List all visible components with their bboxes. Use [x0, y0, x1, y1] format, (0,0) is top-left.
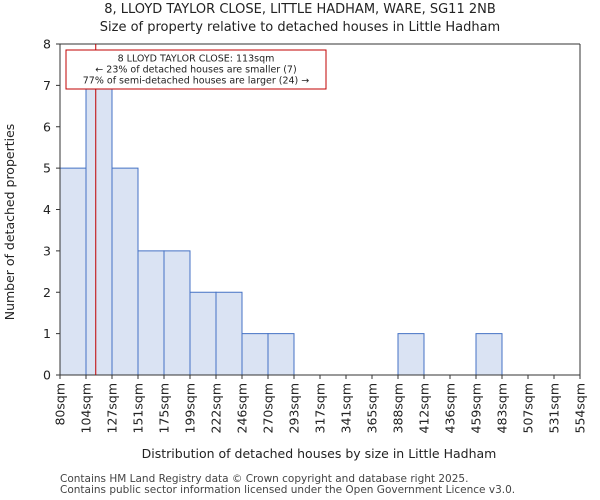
x-tick-label: 222sqm	[209, 383, 224, 433]
chart-subtitle: Size of property relative to detached ho…	[99, 20, 501, 35]
x-tick-label: 436sqm	[443, 383, 458, 433]
x-axis-label: Distribution of detached houses by size …	[142, 446, 497, 461]
bar-175sqm	[163, 250, 191, 376]
annotation-box	[65, 49, 327, 90]
y-tick-label: 3	[43, 243, 51, 258]
bar-104sqm	[85, 84, 113, 376]
y-axis-label: Number of detached properties	[2, 124, 17, 321]
y-tick-label: 6	[43, 119, 51, 134]
x-tick-label: 127sqm	[105, 383, 120, 433]
x-tick-label: 507sqm	[521, 383, 536, 433]
footer-licence: Contains public sector information licen…	[60, 484, 516, 496]
bar-246sqm	[241, 333, 269, 376]
y-tick-label: 0	[43, 368, 51, 383]
bars-group	[59, 84, 503, 376]
y-tick-label: 1	[43, 326, 51, 341]
y-tick-label: 8	[43, 37, 51, 52]
x-tick-label: 270sqm	[261, 383, 276, 433]
bar-222sqm	[215, 291, 243, 376]
x-tick-label: 554sqm	[573, 383, 588, 433]
x-tick-label: 175sqm	[157, 383, 172, 433]
x-tick-label: 104sqm	[79, 383, 94, 433]
y-tick-label: 5	[43, 161, 51, 176]
x-tick-label: 317sqm	[313, 383, 328, 433]
annotation-line-1: 8 LLOYD TAYLOR CLOSE: 113sqm	[118, 54, 275, 65]
x-tick-label: 293sqm	[287, 383, 302, 433]
bar-199sqm	[189, 291, 217, 376]
bar-459sqm	[475, 333, 503, 376]
bar-270sqm	[267, 333, 295, 376]
y-tick-label: 7	[43, 78, 51, 93]
annotation-line-3: 77% of semi-detached houses are larger (…	[83, 76, 310, 87]
annotation-line-2: ← 23% of detached houses are smaller (7)	[95, 65, 296, 76]
bar-127sqm	[111, 167, 139, 376]
x-tick-label: 388sqm	[391, 383, 406, 433]
y-tick-label: 4	[43, 202, 51, 217]
ticks-group: 0 1 2 3 4 5 6 7 8 80sqm 104sqm 127sqm 151sqm 175sqm 19…	[43, 37, 587, 434]
x-tick-label: 459sqm	[469, 383, 484, 433]
y-tick-label: 2	[43, 285, 51, 300]
x-tick-label: 151sqm	[131, 383, 146, 433]
x-tick-label: 341sqm	[339, 383, 354, 433]
footer-copyright: Contains HM Land Registry data © Crown c…	[60, 473, 469, 485]
x-tick-label: 246sqm	[235, 383, 250, 433]
bar-388sqm	[397, 333, 425, 376]
x-tick-label: 80sqm	[53, 383, 68, 426]
x-tick-label: 199sqm	[183, 383, 198, 433]
marker-group: 8 LLOYD TAYLOR CLOSE: 113sqm← 23% of det…	[65, 44, 327, 375]
bar-80sqm	[59, 167, 87, 376]
x-tick-label: 483sqm	[495, 383, 510, 433]
bar-151sqm	[137, 250, 165, 376]
x-tick-label: 531sqm	[547, 383, 562, 433]
x-tick-label: 412sqm	[417, 383, 432, 433]
chart-title: 8, LLOYD TAYLOR CLOSE, LITTLE HADHAM, WA…	[104, 2, 496, 17]
x-tick-label: 365sqm	[365, 383, 380, 433]
